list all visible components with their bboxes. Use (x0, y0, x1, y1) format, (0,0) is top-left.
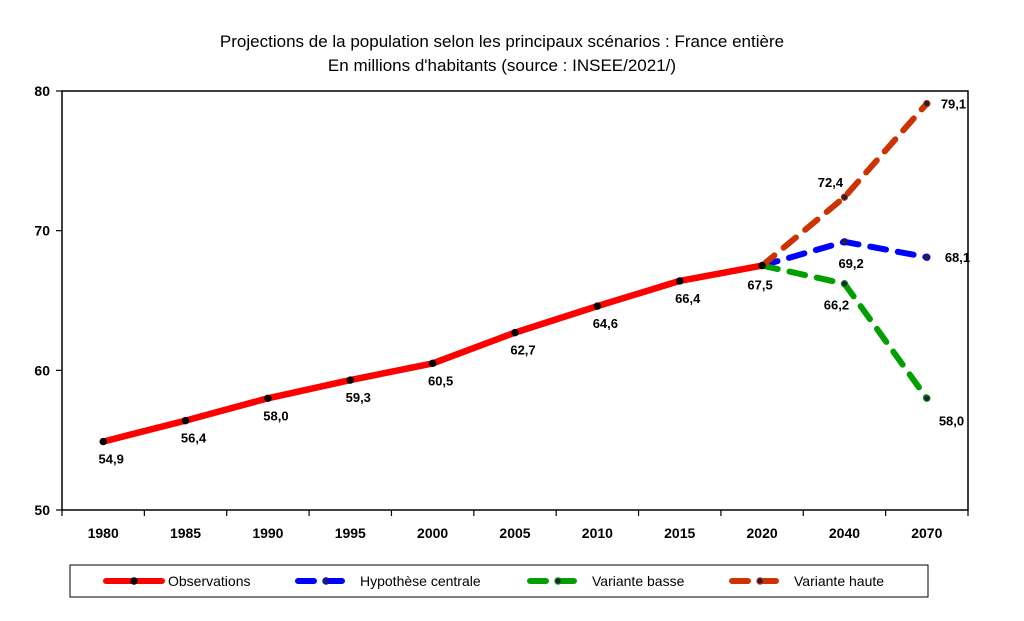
data-label-observations: 66,4 (675, 291, 701, 306)
data-label-variante-basse: 66,2 (824, 298, 849, 313)
y-tick-label: 70 (34, 223, 50, 239)
legend-label-hypothese-centrale: Hypothèse centrale (360, 573, 481, 589)
chart-title-block: Projections de la population selon les p… (0, 30, 1004, 78)
legend-marker-hypothese-centrale (322, 577, 330, 585)
data-point-observations (264, 394, 272, 402)
x-tick-label: 1990 (252, 525, 283, 541)
data-point-observations (593, 302, 602, 310)
data-label-hypothese-centrale: 69,2 (838, 256, 863, 271)
data-point-observations (511, 328, 519, 337)
x-tick-label: 2040 (829, 525, 860, 541)
data-point-observations (676, 277, 684, 285)
data-label-variante-haute: 72,4 (818, 175, 844, 190)
data-labels: 54,9 56,4 58,0 59,3 60,5 62,7 64,6 66,4 67,5 69,2… (99, 97, 971, 467)
legend-marker-observations (130, 577, 138, 585)
data-label-observations: 56,4 (181, 431, 207, 446)
x-tick-label: 2015 (664, 525, 695, 541)
data-label-observations: 58,0 (263, 408, 288, 423)
data-label-observations: 67,5 (747, 278, 772, 293)
data-label-observations: 64,6 (593, 316, 618, 331)
data-point-hypothese-centrale (840, 238, 849, 246)
data-point-observations (99, 437, 107, 446)
x-tick-label: 2005 (499, 525, 530, 541)
data-point-variante-haute (923, 99, 931, 108)
x-tick-label: 1980 (88, 525, 119, 541)
data-label-observations: 59,3 (346, 390, 371, 405)
legend-marker-variante-basse (554, 577, 562, 585)
data-point-observations (758, 261, 766, 270)
legend-box (69, 564, 929, 598)
axes: 50 60 70 80 1980 1985 1990 1995 2000 2005 2010 2015… (34, 83, 969, 541)
data-label-observations: 62,7 (510, 343, 535, 358)
legend: Observations Hypothèse centrale Variante b… (69, 564, 929, 598)
data-label-variante-basse: 58,0 (939, 413, 964, 428)
x-tick-label: 1995 (335, 525, 366, 541)
x-tick-label: 2070 (911, 525, 942, 541)
series-line-variante-haute (759, 100, 930, 269)
y-tick-label: 60 (34, 362, 50, 378)
legend-marker-variante-haute (756, 577, 764, 585)
data-point-observations (346, 376, 354, 384)
legend-label-variante-basse: Variante basse (592, 573, 685, 589)
y-tick-label: 80 (34, 83, 50, 99)
x-tick-label: 2020 (747, 525, 778, 541)
data-point-variante-basse (923, 394, 931, 402)
data-label-observations: 54,9 (99, 452, 124, 467)
x-tick-label: 1985 (170, 525, 201, 541)
legend-label-variante-haute: Variante haute (794, 573, 884, 589)
data-label-observations: 60,5 (428, 373, 453, 388)
plot-border (61, 90, 969, 511)
data-point-variante-haute (840, 193, 849, 201)
x-tick-label: 2010 (582, 525, 613, 541)
data-label-hypothese-centrale: 68,1 (945, 250, 970, 265)
data-label-variante-haute: 79,1 (941, 97, 966, 112)
data-point-observations (181, 416, 190, 425)
x-tick-label: 2000 (417, 525, 448, 541)
chart-subtitle: En millions d'habitants (source : INSEE/… (327, 56, 677, 75)
plot-area (61, 90, 969, 511)
data-point-observations (428, 359, 437, 368)
chart-title: Projections de la population selon les p… (219, 32, 785, 51)
data-point-variante-basse (840, 280, 849, 288)
legend-label-observations: Observations (168, 573, 250, 589)
data-point-hypothese-centrale (923, 253, 931, 261)
y-tick-label: 50 (34, 502, 50, 518)
